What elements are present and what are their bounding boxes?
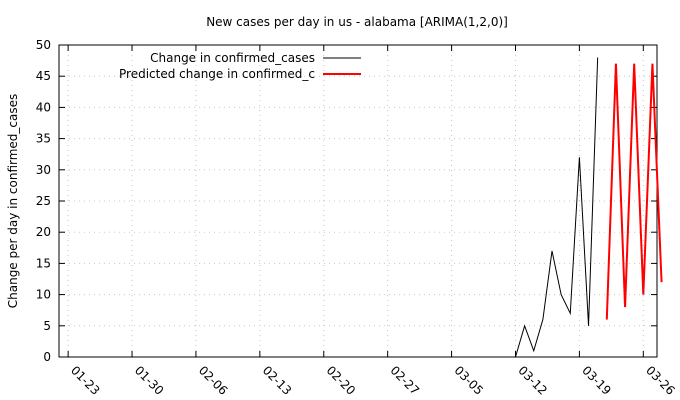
chart-title: New cases per day in us - alabama [ARIMA… [206,15,508,29]
y-tick-label: 10 [36,288,51,302]
x-tick-label: 02-06 [196,363,231,398]
x-tick-label: 02-13 [260,363,295,398]
y-tick-label: 40 [36,100,51,114]
x-tick-label: 01-23 [68,363,103,398]
legend-label: Predicted change in confirmed_c [119,67,315,81]
grid [59,45,657,357]
y-tick-label: 0 [43,350,51,364]
series-group [515,57,599,358]
axes: 0 5 10 15 20 25 30 35 40 45 50 01-23 01-30 02-06 02-13… [36,38,678,398]
y-tick-label: 25 [36,194,51,208]
y-axis-label: Change per day in confirmed_cases [6,94,20,309]
y-tick-label: 50 [36,38,51,52]
x-tick-label: 01-30 [132,363,167,398]
x-tick-label: 02-27 [388,363,423,398]
y-tick-label: 5 [43,319,51,333]
legend: Change in confirmed_cases Predicted chang… [119,51,361,81]
plot-frame [58,44,658,358]
y-tick-label: 35 [36,132,51,146]
y-tick-label: 20 [36,225,51,239]
x-tick-label: 03-26 [643,363,678,398]
legend-label: Change in confirmed_cases [150,51,315,65]
actual-series-line [515,57,599,358]
y-tick-label: 30 [36,163,51,177]
x-tick-label: 02-20 [324,363,359,398]
y-tick-label: 15 [36,256,51,270]
predicted-series-line [605,63,663,320]
x-tick-label: 03-12 [515,363,550,398]
series-group [605,63,663,320]
series [515,57,663,358]
x-tick-label: 03-19 [579,363,614,398]
y-tick-label: 45 [36,69,51,83]
x-tick-label: 03-05 [451,363,486,398]
